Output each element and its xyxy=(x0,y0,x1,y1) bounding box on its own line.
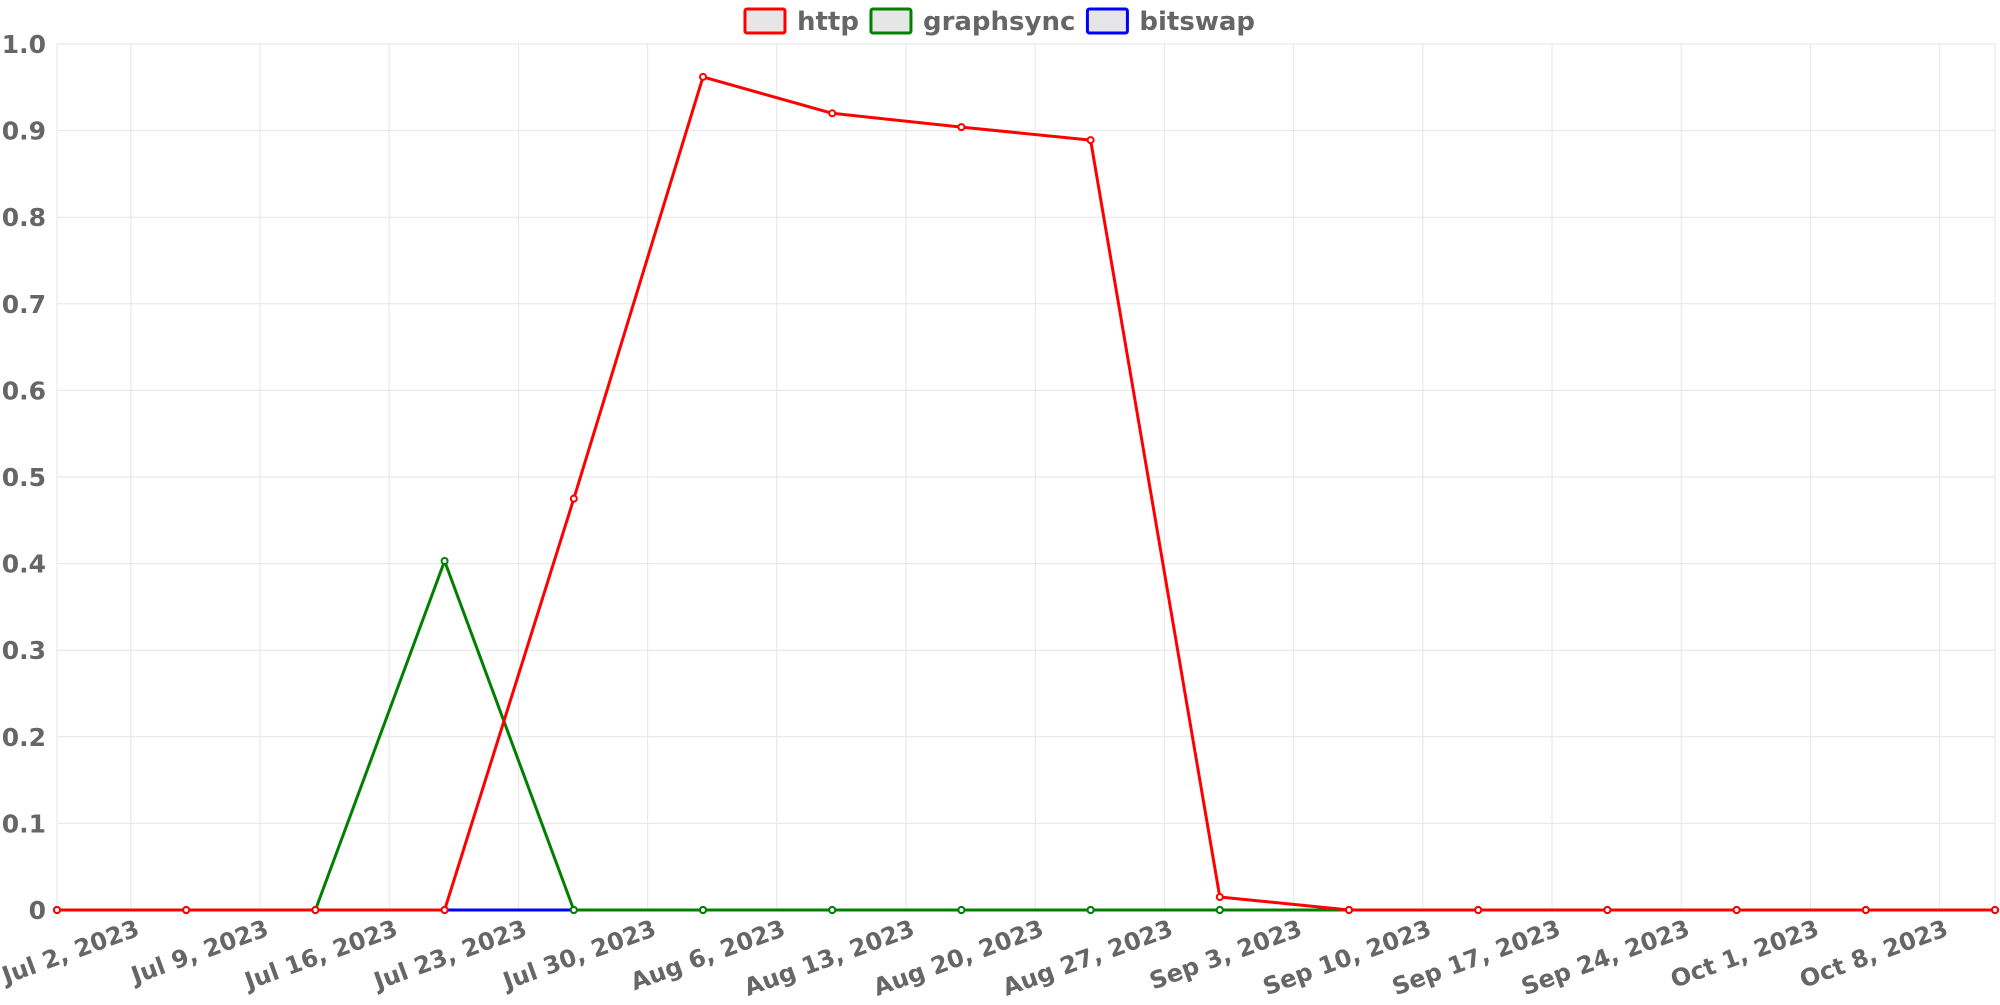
legend-item-bitswap[interactable]: bitswap xyxy=(1085,7,1255,37)
data-point-graphsync xyxy=(1215,906,1224,914)
data-point-http xyxy=(957,123,966,132)
series-line-graphsync xyxy=(57,559,1995,912)
data-point-graphsync xyxy=(828,906,837,914)
data-point-http xyxy=(569,494,578,503)
data-point-http xyxy=(1086,136,1095,145)
data-point-graphsync xyxy=(569,906,578,914)
data-point-http xyxy=(182,906,191,914)
data-point-http xyxy=(1474,906,1483,914)
data-point-graphsync xyxy=(440,557,449,566)
legend-swatch xyxy=(743,7,787,35)
grid xyxy=(56,43,1996,911)
series-group xyxy=(53,72,1999,914)
x-tick-label: Jul 2, 2023 xyxy=(0,914,143,990)
legend-swatch xyxy=(1085,7,1129,35)
data-point-http xyxy=(1732,906,1741,914)
y-tick-label: 0.3 xyxy=(2,636,46,665)
data-point-http xyxy=(828,109,837,118)
data-point-http xyxy=(440,906,449,914)
y-axis: 0 0.1 0.2 0.3 0.4 0.5 0.6 0.7 0.8 0.9 1.0 xyxy=(2,30,46,925)
data-point-graphsync xyxy=(1086,906,1095,914)
y-tick-label: 0.2 xyxy=(2,723,46,752)
y-tick-label: 1.0 xyxy=(2,30,46,59)
y-tick-label: 0.6 xyxy=(2,376,46,405)
y-tick-label: 0.7 xyxy=(2,290,46,319)
legend-label: graphsync xyxy=(923,7,1075,37)
data-point-http xyxy=(311,906,320,914)
data-point-http xyxy=(1215,893,1224,902)
x-tick-label: Oct 8, 2023 xyxy=(1796,914,1952,993)
data-point-http xyxy=(1603,906,1612,914)
legend-label: http xyxy=(797,7,859,37)
y-tick-label: 0.4 xyxy=(2,550,46,579)
y-tick-label: 0.8 xyxy=(2,203,46,232)
data-point-http xyxy=(1345,906,1353,914)
data-point-http xyxy=(699,72,707,81)
data-point-http xyxy=(1991,906,1999,914)
x-tick-label: Oct 1, 2023 xyxy=(1667,914,1823,993)
data-point-http xyxy=(1861,906,1870,914)
data-point-http xyxy=(53,906,61,914)
data-point-graphsync xyxy=(957,906,966,914)
legend-item-graphsync[interactable]: graphsync xyxy=(869,7,1075,37)
y-tick-label: 0.1 xyxy=(2,809,46,838)
data-point-graphsync xyxy=(699,906,707,914)
y-tick-label: 0.9 xyxy=(2,117,46,146)
legend-label: bitswap xyxy=(1139,7,1255,37)
y-tick-label: 0 xyxy=(29,896,46,925)
legend-swatch xyxy=(869,7,913,35)
y-tick-label: 0.5 xyxy=(2,463,46,492)
series-line-http xyxy=(57,75,1995,912)
legend-item-http[interactable]: http xyxy=(743,7,859,37)
legend[interactable]: http graphsync bitswap xyxy=(743,7,1255,37)
